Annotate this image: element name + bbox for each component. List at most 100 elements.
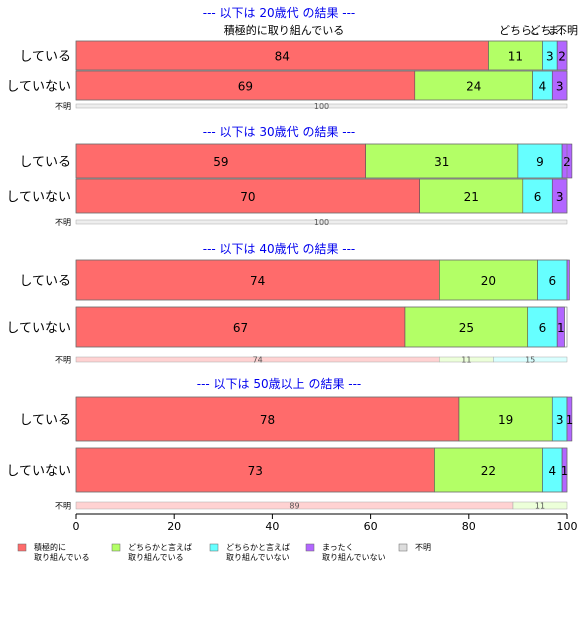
- data-label: 73: [248, 464, 263, 478]
- data-label: 3: [556, 80, 564, 94]
- bar-segment: [75, 396, 460, 442]
- data-label: 9: [536, 155, 544, 169]
- panel-title: --- 以下は 40歳代 の結果 ---: [203, 242, 356, 256]
- legend-label: 取り組んでいない: [226, 552, 290, 562]
- bar-segment: [75, 306, 406, 348]
- x-tick-label: 20: [167, 520, 181, 533]
- bar-frame: [75, 178, 568, 214]
- bar-segment: [488, 40, 543, 71]
- row-label: している: [19, 50, 71, 65]
- data-label: 84: [275, 50, 290, 64]
- data-label: 2: [558, 50, 566, 64]
- unknown-row-label: 不明: [55, 218, 71, 227]
- bar-segment: [458, 396, 553, 442]
- bar-segment: [434, 447, 543, 493]
- data-label: 20: [481, 274, 496, 288]
- bar-frame: [75, 259, 568, 301]
- x-tick-label: 60: [364, 520, 378, 533]
- data-label: 1: [566, 413, 574, 427]
- row-label: していない: [6, 80, 71, 95]
- bar-segment: [522, 178, 553, 214]
- x-tick-label: 100: [557, 520, 578, 533]
- legend-swatch: [305, 543, 315, 552]
- data-label: 6: [548, 274, 556, 288]
- data-label: 59: [213, 155, 228, 169]
- data-label: 1: [561, 464, 569, 478]
- row-label: していない: [6, 464, 71, 479]
- bar-frame: [75, 40, 568, 71]
- category-label: 積極的に取り組んでいる: [224, 23, 344, 37]
- bar-frame: [75, 70, 568, 101]
- data-label: 1: [557, 321, 565, 335]
- bar-segment: [566, 259, 570, 301]
- category-label: どち..: [530, 24, 559, 37]
- data-label: 22: [481, 464, 496, 478]
- bar-segment: [537, 259, 568, 301]
- unknown-data-label: 100: [314, 218, 329, 227]
- unknown-bar-segment: [493, 356, 568, 363]
- x-tick-label: 0: [73, 520, 80, 533]
- category-label: ま..: [548, 24, 566, 37]
- data-label: 3: [556, 190, 564, 204]
- unknown-bar-segment: [75, 219, 568, 225]
- data-label: 6: [539, 321, 547, 335]
- data-label: 21: [464, 190, 479, 204]
- bar-segment: [419, 178, 524, 214]
- unknown-data-label: 89: [289, 502, 299, 511]
- data-label: 6: [534, 190, 542, 204]
- panel-title: --- 以下は 30歳代 の結果 ---: [203, 125, 356, 139]
- unknown-row-label: 不明: [55, 356, 71, 365]
- unknown-bar-segment: [512, 501, 568, 510]
- bar-segment: [404, 306, 529, 348]
- data-label: 4: [539, 80, 547, 94]
- data-label: 24: [466, 80, 481, 94]
- row-label: している: [19, 413, 71, 428]
- data-label: 31: [434, 155, 449, 169]
- unknown-row-label: 不明: [55, 502, 71, 511]
- bar-frame: [75, 143, 568, 179]
- legend-label: まったく: [322, 543, 354, 552]
- data-label: 74: [250, 274, 265, 288]
- x-tick-label: 40: [265, 520, 279, 533]
- legend-swatch: [111, 543, 121, 552]
- panel-title: --- 以下は 20歳代 の結果 ---: [203, 6, 356, 20]
- data-label: 3: [546, 50, 554, 64]
- row-label: している: [19, 274, 71, 289]
- legend-label: どちらかと言えば: [128, 542, 192, 552]
- bar-segment: [439, 259, 538, 301]
- data-label: 25: [459, 321, 474, 335]
- legend-swatch: [17, 543, 27, 552]
- legend-swatch: [398, 543, 408, 552]
- category-label: 不明: [556, 24, 578, 37]
- bar-segment: [75, 178, 421, 214]
- legend-label: どちらかと言えば: [226, 542, 290, 552]
- unknown-data-label: 11: [535, 502, 545, 511]
- data-label: 4: [548, 464, 556, 478]
- data-label: 70: [240, 190, 255, 204]
- unknown-data-label: 74: [253, 356, 263, 365]
- bar-segment: [75, 447, 435, 493]
- unknown-bar-segment: [75, 103, 568, 109]
- unknown-data-label: 100: [314, 102, 329, 111]
- bar-frame: [75, 447, 568, 493]
- unknown-data-label: 15: [525, 356, 535, 365]
- x-tick-label: 80: [462, 520, 476, 533]
- bar-segment: [75, 259, 440, 301]
- unknown-data-label: 11: [461, 356, 471, 365]
- legend-label: 不明: [415, 543, 431, 552]
- bar-frame: [75, 396, 568, 442]
- legend-label: 積極的に: [34, 542, 66, 552]
- data-label: 11: [508, 50, 523, 64]
- data-label: 3: [556, 413, 564, 427]
- legend-swatch: [209, 543, 219, 552]
- data-label: 69: [238, 80, 253, 94]
- bar-frame: [75, 306, 568, 348]
- legend-label: 取り組んでいる: [34, 552, 90, 562]
- unknown-row-label: 不明: [55, 102, 71, 111]
- data-label: 78: [260, 413, 275, 427]
- bar-segment: [75, 40, 489, 71]
- row-label: している: [19, 155, 71, 170]
- row-label: していない: [6, 190, 71, 205]
